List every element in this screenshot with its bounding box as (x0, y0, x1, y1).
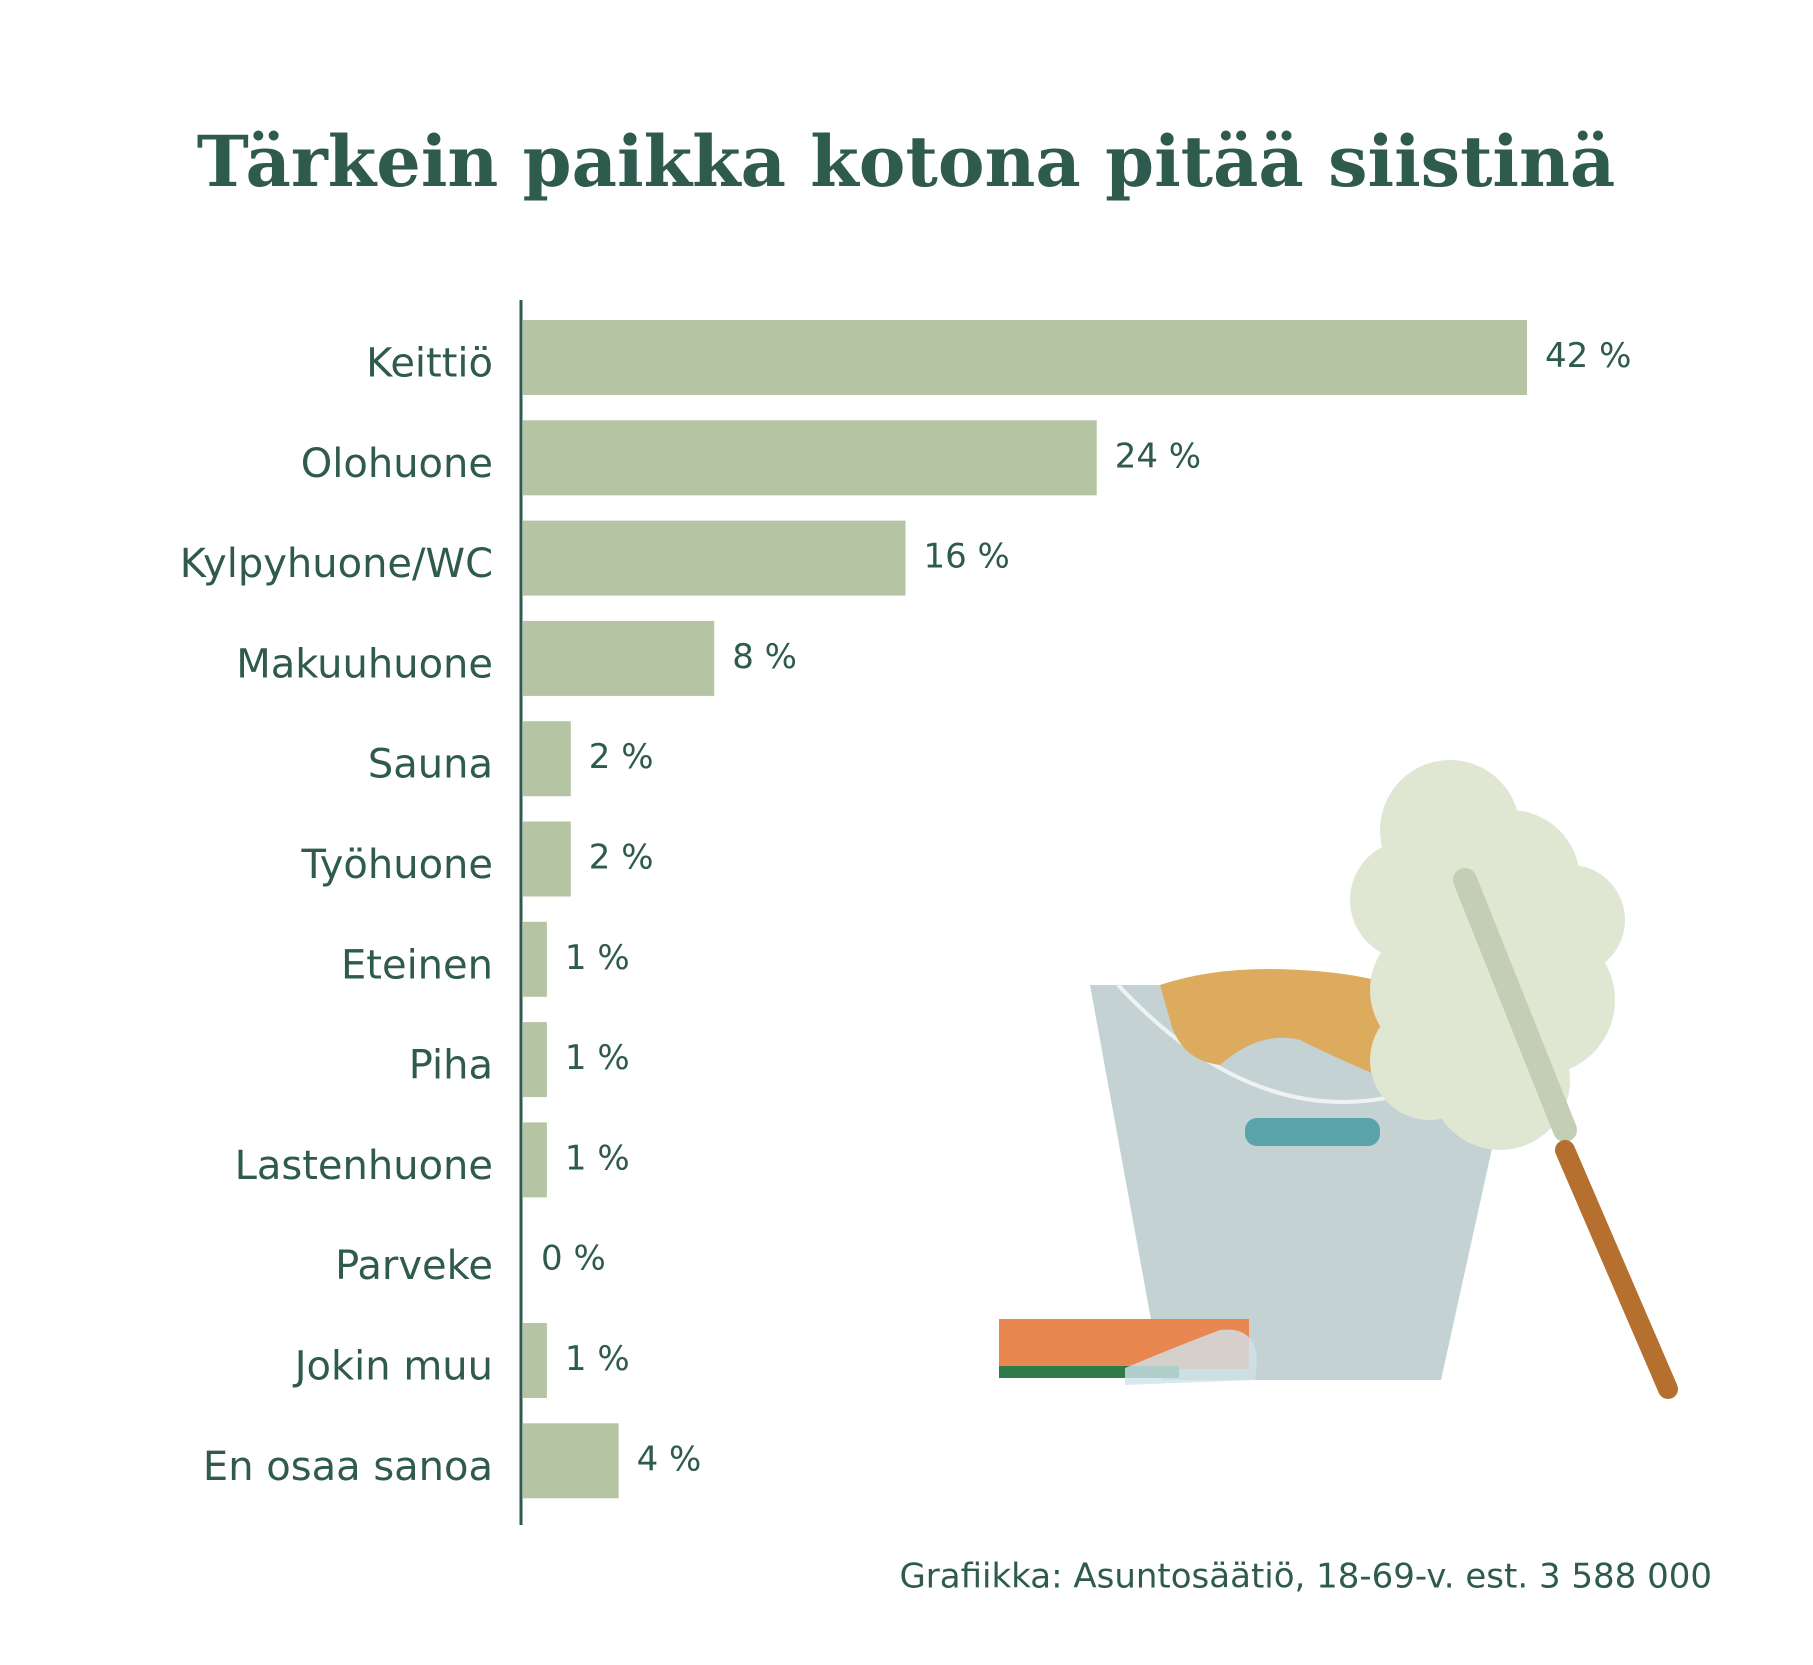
category-label: Jokin muu (292, 1344, 493, 1390)
bar (523, 1423, 619, 1499)
value-label: 42 % (1545, 336, 1631, 376)
category-label: Parveke (335, 1243, 493, 1289)
duster-stick-upper (1453, 868, 1577, 1142)
value-label: 24 % (1115, 436, 1201, 476)
bar (523, 320, 1527, 395)
bar (523, 1022, 547, 1098)
category-label: Olohuone (301, 441, 493, 487)
category-label: En osaa sanoa (203, 1444, 493, 1490)
bar (523, 420, 1097, 496)
value-label: 1 % (565, 1339, 630, 1379)
value-label: 1 % (565, 1138, 630, 1178)
value-label: 1 % (565, 1038, 630, 1078)
value-label: 16 % (923, 537, 1009, 577)
illustration (999, 760, 1678, 1399)
bar (523, 520, 906, 596)
chart-title: Tärkein paikka kotona pitää siistinä (197, 120, 1616, 203)
caption: Grafiikka: Asuntosäätiö, 18-69-v. est. 3… (899, 1557, 1712, 1597)
bar (523, 721, 571, 797)
value-label: 1 % (565, 938, 630, 978)
suds (1125, 1329, 1257, 1385)
category-label: Piha (409, 1043, 493, 1089)
value-label: 4 % (637, 1439, 702, 1479)
bar (523, 821, 571, 897)
bar (523, 1323, 547, 1398)
value-label: 0 % (541, 1239, 606, 1279)
category-label: Kylpyhuone/WC (180, 541, 493, 587)
category-label: Lastenhuone (235, 1143, 493, 1189)
category-label: Eteinen (341, 942, 493, 988)
bar (523, 620, 715, 696)
value-label: 2 % (589, 737, 654, 777)
category-label: Työhuone (301, 842, 493, 888)
handle-grip (1245, 1118, 1380, 1146)
bar (523, 1122, 547, 1198)
value-label: 2 % (589, 838, 654, 878)
value-label: 8 % (732, 637, 797, 677)
duster-stick (1555, 1140, 1678, 1399)
category-label: Sauna (368, 742, 493, 788)
category-label: Makuuhuone (236, 641, 493, 687)
category-label: Keittiö (366, 341, 493, 387)
bar (523, 921, 547, 997)
